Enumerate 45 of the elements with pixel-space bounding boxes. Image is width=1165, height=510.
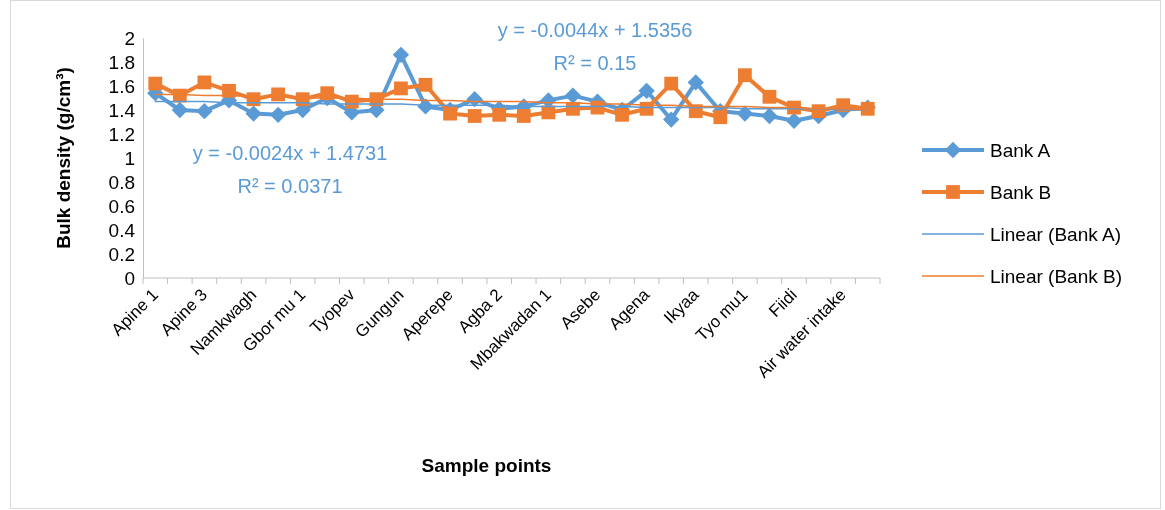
point [762,89,777,104]
annotation: y = -0.0044x + 1.5356 [497,19,693,41]
point [516,109,531,123]
point [171,101,189,119]
y-tick-label: 0.6 [108,195,135,217]
point [269,106,287,123]
y-tick-label: 1.4 [108,99,136,121]
y-tick-label: 0.8 [108,171,135,193]
y-tick-label: 1 [124,147,135,169]
x-axis-title: Sample points [421,455,552,476]
y-tick-label: 0 [124,267,135,289]
legend-label: Linear (Bank B) [990,265,1123,287]
point [785,112,803,129]
point [564,87,582,104]
point [615,107,629,122]
point [394,81,408,96]
point [148,76,163,91]
point [418,77,433,92]
y-tick-label: 1.6 [108,75,135,97]
legend-label: Linear (Bank A) [990,223,1121,245]
point [392,46,410,63]
y-tick-label: 1.2 [108,123,135,145]
point [761,107,778,125]
annotation: R² = 0.0371 [237,175,343,197]
y-tick-label: 2 [124,27,135,49]
point [467,109,482,123]
point [443,106,457,121]
point [222,83,236,98]
y-tick-label: 1.8 [108,51,135,73]
y-tick-label: 0.2 [108,243,135,265]
point [737,68,752,83]
point [196,103,213,120]
point [492,107,507,122]
y-tick-label: 0.4 [108,219,136,241]
annotation: y = -0.0024x + 1.4731 [192,142,388,164]
point [664,76,679,91]
point [663,111,680,128]
y-axis-title: Bulk density (g/cm³) [53,67,74,249]
legend-label: Bank A [990,139,1051,161]
point [638,82,655,99]
point [713,110,728,125]
legend-label: Bank B [990,181,1052,203]
point [245,105,262,122]
annotation: R² = 0.15 [553,52,637,74]
point [687,74,704,91]
